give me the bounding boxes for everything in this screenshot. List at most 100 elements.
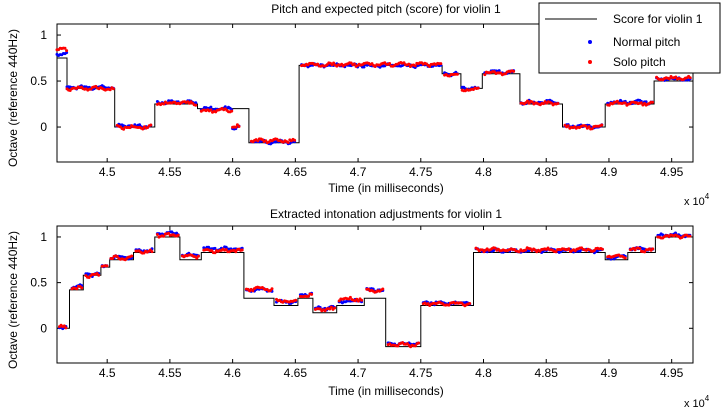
solo-pitch-point [356,299,360,303]
solo-pitch-point [332,61,336,65]
solo-pitch-point [141,127,145,131]
y-axis-label: Octave (reference 440Hz) [6,29,20,167]
solo-pitch-point [396,344,400,348]
solo-pitch-point [651,100,654,104]
solo-pitch-point [108,88,112,92]
solo-pitch-series [58,231,692,349]
score-step-line [57,236,691,348]
solo-pitch-point [530,100,534,104]
solo-pitch-point [329,305,333,309]
y-tick-label: 0.5 [30,74,47,88]
y-axis-label: Octave (reference 440Hz) [6,231,20,369]
normal-pitch-point [213,246,217,250]
solo-pitch-point [388,62,392,65]
solo-pitch-point [162,234,166,238]
x-tick-label: 4.55 [158,165,182,179]
x-multiplier-base: x 10 [684,398,705,410]
solo-pitch-point [688,76,692,80]
solo-pitch-point [360,298,364,302]
solo-pitch-point [667,77,671,81]
solo-pitch-point [251,289,255,293]
plot-area: 4.5 4.55 4.6 4.65 4.7 4.75 4.8 4.85 4.9 4.95 0 0.5 1 [30,225,694,380]
solo-pitch-point [493,246,497,250]
x-tick-label: 4.85 [535,165,559,179]
solo-pitch-point [639,101,643,105]
legend-label-score: Score for violin 1 [613,12,703,26]
solo-pitch-point [234,125,238,129]
legend-marker-normal [588,40,592,44]
solo-pitch-point [651,247,655,251]
x-tick-label: 4.8 [475,366,492,380]
solo-pitch-point [542,102,545,106]
x-multiplier: x 104 [684,192,710,208]
solo-pitch-point [210,249,214,253]
x-tick-label: 4.65 [284,366,308,380]
x-tick-label: 4.9 [601,366,618,380]
x-tick-label: 4.5 [99,366,116,380]
normal-pitch-point [209,105,213,109]
solo-pitch-point [306,294,310,298]
x-multiplier: x 104 [684,394,710,410]
solo-pitch-point [237,125,241,128]
y-tick-label: 1 [40,28,47,42]
solo-pitch-point [63,46,67,50]
solo-pitch-point [607,103,611,107]
x-multiplier-exponent: 4 [705,192,710,201]
solo-pitch-point [468,302,472,305]
solo-pitch-point [256,139,260,143]
solo-pitch-point [455,72,459,76]
solo-pitch-point [402,61,406,65]
x-tick-label: 4.7 [350,366,367,380]
legend-marker-solo [588,60,592,64]
solo-pitch-point [600,123,604,127]
solo-pitch-point [310,292,314,296]
solo-pitch-point [149,123,153,127]
x-tick-label: 4.75 [409,165,433,179]
solo-pitch-point [62,324,66,328]
solo-pitch-point [517,250,521,254]
x-tick-label: 4.6 [224,366,241,380]
solo-pitch-point [240,248,244,252]
solo-pitch-point [674,75,678,79]
solo-pitch-point [428,65,432,68]
solo-pitch-point [476,86,480,90]
solo-pitch-point [155,233,159,236]
solo-pitch-point [130,254,134,258]
solo-pitch-point [556,102,560,105]
solo-pitch-point [162,102,166,106]
pitch-chart: Pitch and expected pitch (score) for vio… [6,2,721,208]
solo-pitch-point [196,254,200,258]
solo-pitch-point [333,306,337,310]
solo-pitch-point [407,62,411,66]
solo-pitch-point [587,125,591,129]
legend: Score for violin 1 Normal pitch Solo pit… [538,2,721,74]
solo-pitch-point [352,62,356,66]
solo-pitch-point [381,287,385,291]
solo-pitch-point [483,73,487,77]
solo-pitch-point [213,251,217,255]
x-tick-label: 4.55 [158,366,182,380]
solo-pitch-point [554,250,558,254]
solo-pitch-point [230,109,234,113]
solo-pitch-point [413,64,417,68]
x-tick-label: 4.95 [660,165,684,179]
solo-pitch-point [638,247,642,250]
intonation-chart: Extracted intonation adjustments for vio… [6,207,710,410]
solo-pitch-point [270,287,274,291]
solo-pitch-point [623,101,627,105]
solo-pitch-point [105,264,109,268]
axes-frame [56,225,694,364]
solo-pitch-point [413,344,417,348]
solo-pitch-point [64,326,68,330]
solo-pitch-point [688,234,692,238]
solo-pitch-point [600,247,604,251]
solo-pitch-point [80,286,84,290]
normal-pitch-point [497,69,501,73]
normal-pitch-point [194,101,198,105]
x-multiplier-exponent: 4 [705,394,710,403]
solo-pitch-point [286,141,290,144]
x-axis-label: Time (in milliseconds) [328,181,444,195]
solo-pitch-point [439,62,443,66]
chart-title: Pitch and expected pitch (score) for vio… [271,2,501,16]
